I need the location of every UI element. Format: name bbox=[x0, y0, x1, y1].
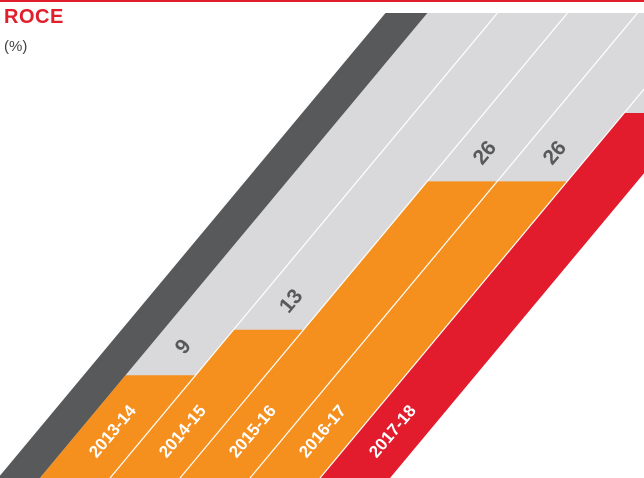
axis-band bbox=[0, 13, 428, 478]
band-divider bbox=[179, 12, 568, 478]
accent-rule bbox=[0, 0, 644, 2]
background-band bbox=[40, 13, 498, 478]
chart-unit: (%) bbox=[4, 38, 28, 55]
bar bbox=[40, 375, 196, 478]
band-divider bbox=[249, 12, 638, 478]
bar bbox=[320, 113, 644, 478]
bar-dividers bbox=[109, 12, 644, 478]
bars bbox=[40, 113, 644, 478]
bar bbox=[180, 181, 498, 478]
bar bbox=[250, 181, 568, 478]
bar bbox=[110, 329, 304, 478]
band-divider bbox=[319, 88, 644, 478]
chart-title: ROCE bbox=[4, 6, 64, 28]
band-divider bbox=[109, 12, 498, 478]
